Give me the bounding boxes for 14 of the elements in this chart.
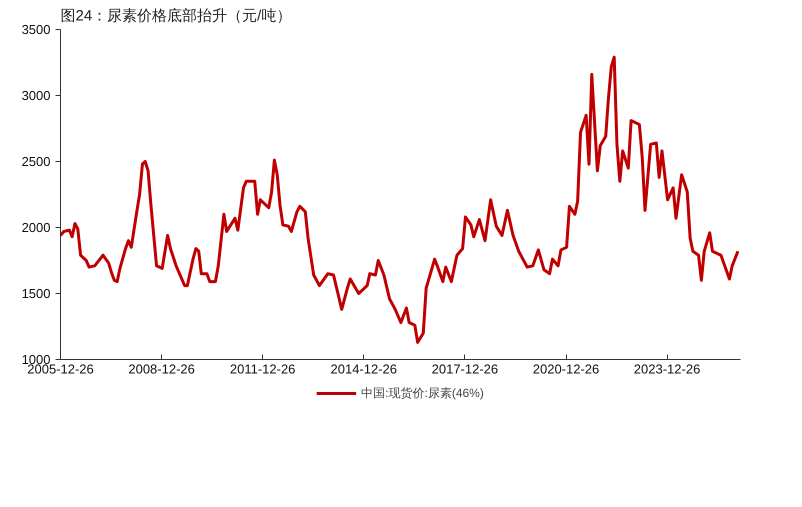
y-tick-label: 3000 [22, 88, 50, 103]
x-tick-label: 2014-12-26 [330, 362, 398, 376]
legend-label: 中国:现货价:尿素(46%) [361, 384, 484, 402]
x-tick-label: 2011-12-26 [230, 362, 296, 376]
y-tick-label: 1500 [22, 286, 50, 301]
x-tick-label: 2023-12-26 [634, 362, 700, 376]
chart-title: 图24：尿素价格底部抬升（元/吨） [60, 8, 292, 24]
x-tick-label: 2008-12-26 [128, 362, 195, 376]
x-tick-label: 2020-12-26 [532, 362, 600, 376]
line-series [60, 56, 740, 344]
y-tick-label: 2000 [22, 220, 50, 235]
y-tick-label: 3500 [22, 22, 50, 37]
y-tick-label: 2500 [22, 154, 50, 169]
x-tick-label: 2017-12-26 [432, 362, 498, 376]
